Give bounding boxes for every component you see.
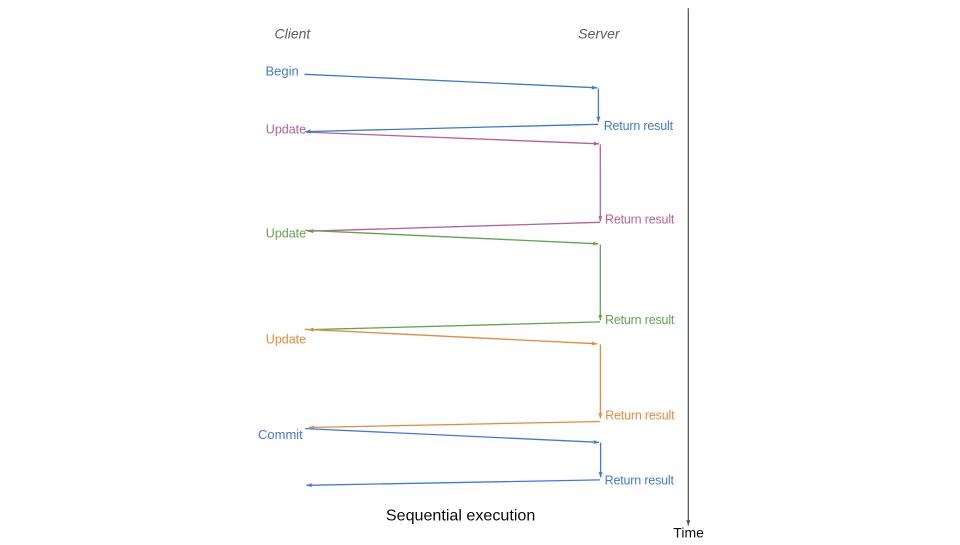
svg-text:Client: Client	[275, 25, 312, 41]
svg-text:Update: Update	[266, 226, 306, 240]
svg-text:Return result: Return result	[605, 474, 675, 488]
svg-text:Sequential execution: Sequential execution	[386, 507, 535, 525]
svg-text:Return result: Return result	[605, 409, 675, 423]
svg-text:Commit: Commit	[258, 427, 303, 442]
svg-text:Return result: Return result	[604, 119, 674, 133]
svg-text:Time: Time	[673, 525, 704, 540]
svg-text:Update: Update	[266, 123, 306, 137]
svg-text:Update: Update	[266, 332, 306, 346]
svg-text:Return result: Return result	[605, 212, 675, 226]
svg-text:Begin: Begin	[266, 64, 299, 79]
svg-text:Return result: Return result	[605, 313, 675, 327]
svg-text:Server: Server	[578, 26, 621, 42]
